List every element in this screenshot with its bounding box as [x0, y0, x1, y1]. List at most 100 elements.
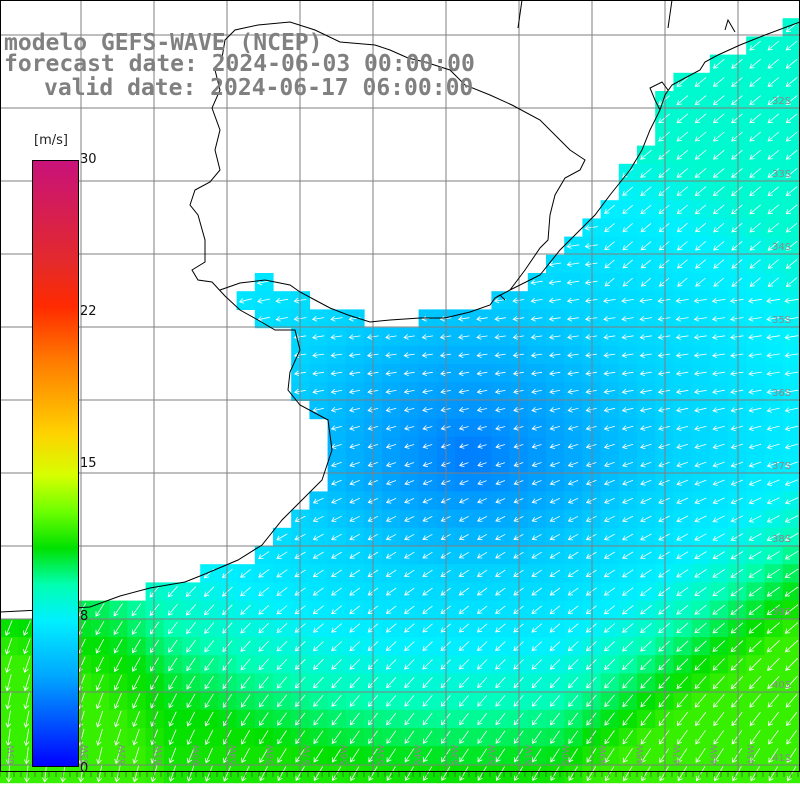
wind-arrow — [712, 640, 725, 653]
wind-arrow — [42, 765, 48, 783]
speed-cell — [691, 182, 711, 201]
wind-arrow — [622, 533, 634, 541]
wind-arrow — [330, 334, 343, 340]
wind-arrow — [549, 352, 561, 358]
wind-arrow — [622, 241, 633, 251]
lon-label: 47W — [673, 745, 683, 765]
wind-arrow — [385, 533, 397, 541]
speed-cell — [728, 127, 747, 147]
wind-arrow — [676, 479, 689, 486]
wind-arrow — [749, 240, 761, 251]
speed-cell — [455, 728, 474, 747]
speed-cell — [709, 236, 729, 256]
wind-arrow — [458, 623, 470, 633]
wind-arrow — [385, 659, 397, 670]
wind-arrow — [640, 658, 652, 671]
wind-arrow — [730, 316, 744, 322]
wind-arrow — [259, 766, 268, 782]
wind-arrow — [295, 766, 305, 782]
wind-arrow — [767, 204, 780, 215]
speed-cell — [746, 655, 765, 674]
wind-arrow — [495, 498, 506, 504]
speed-cell — [273, 637, 292, 656]
wind-arrow — [276, 569, 288, 578]
wind-arrow — [458, 587, 470, 596]
wind-arrow — [730, 676, 744, 690]
speed-cell — [309, 509, 329, 529]
wind-arrow — [658, 694, 670, 708]
wind-arrow — [349, 407, 361, 413]
lat-label: 38S — [772, 534, 791, 545]
wind-arrow — [330, 461, 342, 468]
speed-cell — [327, 709, 347, 729]
wind-arrow — [604, 204, 615, 214]
speed-cell — [618, 546, 638, 565]
speed-cell — [218, 746, 238, 765]
speed-cell — [400, 509, 420, 529]
wind-arrow — [675, 370, 689, 377]
speed-cell — [546, 637, 565, 656]
colorbar-tick-0: 0 — [80, 761, 89, 776]
speed-cell — [455, 691, 474, 711]
wind-arrow — [349, 587, 361, 596]
wind-arrow — [312, 587, 324, 596]
speed-cell — [400, 527, 420, 547]
speed-cell — [273, 527, 292, 547]
speed-cell — [309, 546, 329, 565]
speed-cell — [254, 637, 274, 656]
speed-cell — [691, 236, 711, 256]
speed-cell — [764, 182, 784, 201]
speed-cell — [527, 673, 547, 693]
speed-cell — [291, 618, 310, 638]
wind-arrow — [658, 479, 670, 486]
wind-arrow — [331, 748, 342, 763]
lat-label: 36S — [772, 388, 791, 399]
wind-arrow — [784, 297, 799, 304]
speed-cell — [546, 509, 565, 529]
wind-arrow — [676, 676, 689, 689]
wind-arrow — [149, 603, 160, 616]
wind-arrow — [676, 551, 689, 559]
wind-arrow — [385, 370, 397, 377]
wind-arrow — [349, 425, 361, 431]
wind-arrow — [23, 710, 30, 728]
wind-arrow — [311, 315, 325, 322]
speed-cell — [564, 728, 583, 747]
wind-arrow — [622, 515, 634, 523]
wind-arrow — [385, 587, 397, 596]
wind-arrow — [784, 497, 799, 505]
lon-label: 62W — [118, 745, 128, 765]
wind-arrow — [422, 516, 433, 522]
wind-arrow — [312, 569, 324, 578]
wind-arrow — [712, 622, 725, 634]
speed-cell — [637, 546, 656, 565]
speed-cell — [345, 637, 365, 656]
wind-arrow — [532, 748, 542, 763]
speed-cell — [527, 582, 547, 602]
wind-arrow — [568, 712, 579, 726]
wind-arrow — [730, 658, 744, 671]
wind-arrow — [348, 370, 361, 377]
speed-cell — [236, 728, 256, 747]
wind-arrow — [205, 765, 213, 782]
wind-arrow — [784, 586, 799, 597]
speed-cell — [546, 564, 565, 583]
speed-cell — [673, 254, 693, 274]
wind-arrow — [677, 277, 688, 287]
wind-arrow — [495, 641, 506, 652]
wind-arrow — [766, 604, 780, 616]
wind-arrow — [640, 551, 652, 559]
speed-cell — [691, 600, 711, 620]
wind-arrow — [312, 533, 324, 541]
speed-cell — [382, 564, 401, 583]
wind-arrow — [658, 443, 670, 450]
speed-cell — [382, 673, 401, 693]
wind-arrow — [639, 297, 653, 304]
speed-cell — [637, 527, 656, 547]
wind-arrow — [403, 334, 415, 340]
speed-cell — [746, 72, 765, 92]
wind-arrow — [476, 388, 488, 395]
wind-arrow — [730, 425, 744, 432]
wind-arrow — [566, 297, 580, 304]
wind-arrow — [168, 765, 176, 782]
